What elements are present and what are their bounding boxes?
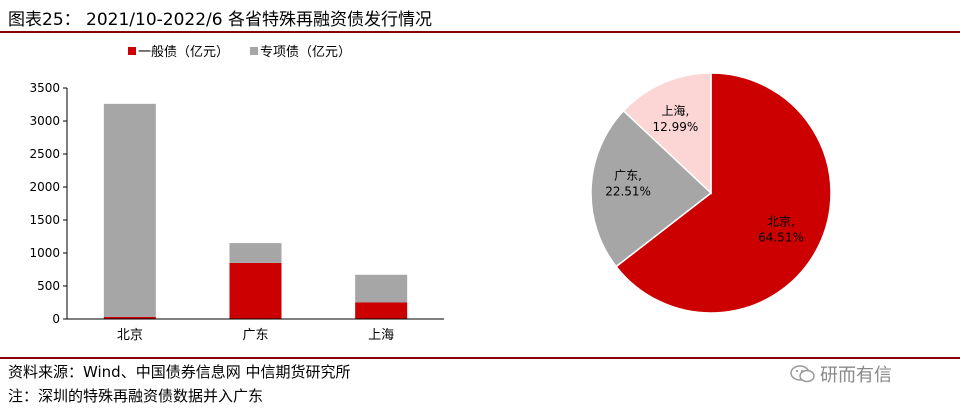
footnote: 注：深圳的特殊再融资债数据并入广东 bbox=[8, 387, 264, 405]
wechat-icon bbox=[790, 365, 815, 383]
y-tick-label: 2500 bbox=[29, 147, 60, 161]
pie-slice-0 bbox=[615, 72, 832, 314]
y-tick-label: 3500 bbox=[29, 81, 60, 95]
watermark: 研而有信 bbox=[790, 361, 892, 387]
pie-slice-1 bbox=[590, 109, 713, 268]
bar-special-1 bbox=[229, 243, 282, 263]
bar-special-0 bbox=[103, 103, 156, 318]
title-divider bbox=[0, 31, 960, 33]
legend-swatch bbox=[128, 47, 136, 55]
bar-special-2 bbox=[355, 274, 408, 303]
legend-label: 一般债（亿元） bbox=[138, 44, 229, 60]
y-tick-label: 1000 bbox=[29, 246, 60, 260]
bar-chart: 0 500 1000 1500 2000 2500 3000 3500 北京 广东 上海 一般债（亿元… bbox=[29, 44, 444, 343]
legend-swatch bbox=[250, 47, 258, 55]
pie-label-value: 12.99% bbox=[652, 120, 698, 134]
pie-label-name: 北京, bbox=[767, 214, 795, 228]
source-note: 资料来源：Wind、中国债券信息网 中信期货研究所 bbox=[8, 363, 351, 381]
pie-slice-2 bbox=[622, 72, 712, 195]
bar-general-1 bbox=[229, 262, 282, 319]
pie-label-name: 广东, bbox=[614, 168, 642, 182]
bar-general-2 bbox=[355, 302, 408, 319]
pie-label-value: 64.51% bbox=[758, 230, 804, 244]
x-tick-label: 上海 bbox=[368, 328, 394, 343]
pie-label-value: 22.51% bbox=[605, 184, 651, 198]
y-tick-label: 500 bbox=[37, 279, 60, 293]
y-tick-label: 2000 bbox=[29, 180, 60, 194]
pie-chart: 北京, 64.51% 广东, 22.51% 上海, 12.99% bbox=[590, 72, 832, 314]
y-tick-label: 0 bbox=[52, 312, 60, 326]
page-title: 图表25： 2021/10-2022/6 各省特殊再融资债发行情况 bbox=[8, 10, 433, 30]
pie-label-name: 上海, bbox=[661, 103, 689, 118]
y-tick-label: 3000 bbox=[29, 114, 60, 128]
legend-label: 专项债（亿元） bbox=[260, 45, 351, 60]
x-tick-label: 广东 bbox=[242, 328, 268, 343]
watermark-text: 研而有信 bbox=[820, 365, 892, 386]
y-tick-label: 1500 bbox=[29, 213, 60, 227]
x-tick-label: 北京 bbox=[117, 328, 143, 343]
bar-general-0 bbox=[103, 317, 156, 319]
footer-divider bbox=[0, 357, 960, 359]
